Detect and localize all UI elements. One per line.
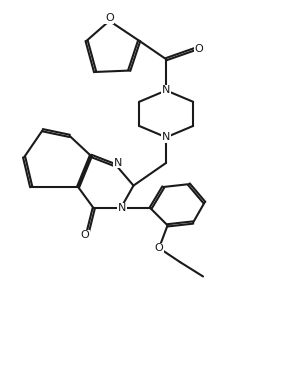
Text: N: N [162,85,170,95]
Text: O: O [105,13,114,23]
Text: O: O [155,243,163,253]
Text: O: O [195,44,203,54]
Text: O: O [81,230,89,240]
Text: N: N [114,158,122,168]
Text: N: N [162,132,170,142]
Text: N: N [118,203,126,213]
